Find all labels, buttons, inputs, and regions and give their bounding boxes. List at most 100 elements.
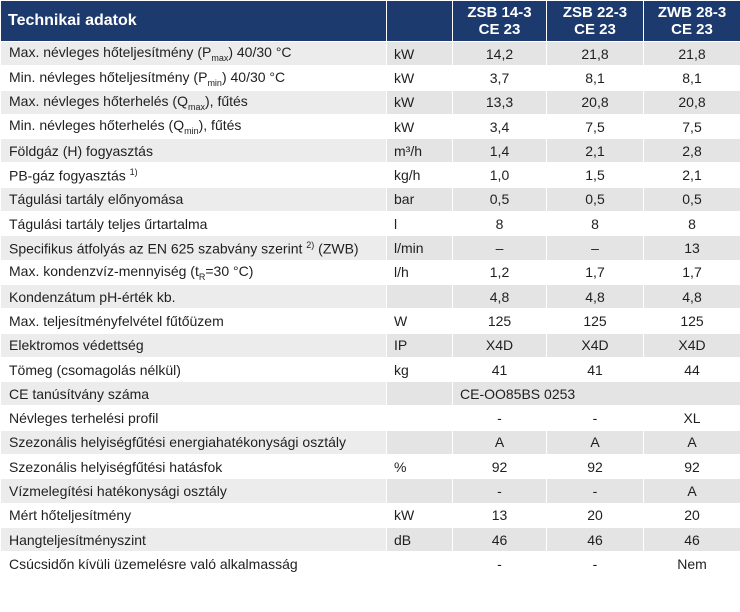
row-value: 8 <box>644 212 740 236</box>
row-value: 1,7 <box>547 260 643 284</box>
row-unit: W <box>387 309 452 333</box>
table-body: Max. névleges hőteljesítmény (Pmax) 40/3… <box>1 42 740 576</box>
row-label: Min. névleges hőteljesítmény (Pmin) 40/3… <box>1 66 386 90</box>
row-label: Mért hőteljesítmény <box>1 503 386 527</box>
row-value: 0,5 <box>547 187 643 212</box>
row-value: – <box>547 236 643 260</box>
row-label-text: Min. névleges hőterhelés (Q <box>9 117 185 134</box>
row-label: Csúcsidőn kívüli üzemelésre való alkalma… <box>1 552 386 576</box>
row-label: PB-gáz fogyasztás 1) <box>1 163 386 187</box>
table-row: Max. névleges hőteljesítmény (Pmax) 40/3… <box>1 42 740 66</box>
row-unit <box>387 479 452 503</box>
row-unit: IP <box>387 333 452 357</box>
table-row: Hangteljesítményszint dB 46 46 46 <box>1 527 740 552</box>
row-unit: l/h <box>387 260 452 284</box>
row-value: - <box>453 479 546 503</box>
row-label-text: PB-gáz fogyasztás <box>9 167 130 184</box>
row-value: 0,5 <box>453 187 546 212</box>
table-row: Min. névleges hőteljesítmény (Pmin) 40/3… <box>1 66 740 90</box>
row-label-subscript: min <box>207 77 222 88</box>
row-unit <box>387 430 452 455</box>
unit-header <box>387 1 452 41</box>
row-unit: bar <box>387 187 452 212</box>
row-label: Max. kondenzvíz-mennyiség (tR=30 °C) <box>1 260 386 284</box>
table-row: Kondenzátum pH-érték kb. 4,8 4,8 4,8 <box>1 284 740 309</box>
row-value: 20,8 <box>644 90 740 114</box>
row-value: X4D <box>453 333 546 357</box>
row-value: 92 <box>453 455 546 479</box>
table-row: Szezonális helyiségfűtési hatásfok% 92 92 9… <box>1 455 740 479</box>
table-row: Névleges terhelési profil - - XL <box>1 406 740 430</box>
row-label-suffix: ) 40/30 °C <box>228 44 292 61</box>
row-value: 92 <box>644 455 740 479</box>
table-row: Mért hőteljesítmény kW 13 20 20 <box>1 503 740 527</box>
row-value: 44 <box>644 357 740 382</box>
row-label-subscript: max <box>187 101 205 112</box>
model-name: ZWB 28-3 <box>657 4 727 21</box>
row-label: Vízmelegítési hatékonysági osztály <box>1 479 386 503</box>
row-label-subscript: min <box>184 125 199 136</box>
row-value: 1,5 <box>547 163 643 187</box>
row-label: Névleges terhelési profil <box>1 406 386 430</box>
model-code: CE 23 <box>574 21 616 38</box>
row-value: 92 <box>547 455 643 479</box>
table-row: Specifikus átfolyás az EN 625 szabvány s… <box>1 236 740 260</box>
row-label-text: Max. névleges hőterhelés (Q <box>9 92 188 109</box>
row-value: 3,7 <box>453 66 546 90</box>
row-label-text: Tágulási tartály előnyomása <box>9 191 184 208</box>
row-value: - <box>547 406 643 430</box>
row-value: 125 <box>453 309 546 333</box>
row-label-text: Hangteljesítményszint <box>9 531 146 548</box>
row-label-text: Szezonális helyiségfűtési hatásfok <box>9 458 223 475</box>
row-label-suffix: (ZWB) <box>314 240 359 257</box>
row-label-text: Specifikus átfolyás az EN 625 szabvány s… <box>9 240 307 257</box>
footnote-marker: 2) <box>306 239 315 250</box>
row-value: - <box>547 552 643 576</box>
row-value: 2,1 <box>644 163 740 187</box>
model-name: ZSB 14-3 <box>467 4 532 21</box>
row-value: 125 <box>644 309 740 333</box>
row-value: A <box>453 430 546 455</box>
model-code: CE 23 <box>671 21 713 38</box>
model-header-zwb-28: ZWB 28-3 CE 23 <box>644 1 740 41</box>
row-label-text: CE tanúsítvány száma <box>9 385 150 402</box>
row-label: Specifikus átfolyás az EN 625 szabvány s… <box>1 236 386 260</box>
model-name: ZSB 22-3 <box>562 4 628 21</box>
row-value: 1,0 <box>453 163 546 187</box>
row-label: Tömeg (csomagolás nélkül) <box>1 357 386 382</box>
row-label-text: Szezonális helyiségfűtési energiahatékon… <box>9 434 346 451</box>
row-value: 4,8 <box>644 284 740 309</box>
row-value: 2,1 <box>547 139 643 163</box>
row-label-text: Vízmelegítési hatékonysági osztály <box>9 482 227 499</box>
row-value: 1,2 <box>453 260 546 284</box>
row-value: 13,3 <box>453 90 546 114</box>
row-value: 20 <box>547 503 643 527</box>
row-value: 125 <box>547 309 643 333</box>
row-unit: m³/h <box>387 139 452 163</box>
row-value: 8 <box>547 212 643 236</box>
row-label: Max. névleges hőterhelés (Qmax), fűtés <box>1 90 386 114</box>
row-unit: kW <box>387 66 452 90</box>
row-label: CE tanúsítvány száma <box>1 382 386 406</box>
row-unit: kg <box>387 357 452 382</box>
row-label-text: Elektromos védettség <box>9 337 144 354</box>
table-row: Vízmelegítési hatékonysági osztály - - A <box>1 479 740 503</box>
row-label: Tágulási tartály előnyomása <box>1 187 386 212</box>
row-value: – <box>453 236 546 260</box>
row-value: A <box>644 479 740 503</box>
row-value: 8 <box>453 212 546 236</box>
row-value: 13 <box>644 236 740 260</box>
row-value: A <box>547 430 643 455</box>
row-value: 7,5 <box>547 114 643 139</box>
row-value-all-models: CE-OO85BS 0253 <box>453 382 740 406</box>
row-label-suffix: =30 °C) <box>205 262 254 279</box>
row-value: 21,8 <box>644 42 740 66</box>
row-value: 4,8 <box>547 284 643 309</box>
table-row: CE tanúsítvány száma CE-OO85BS 0253 <box>1 382 740 406</box>
row-label: Hangteljesítményszint <box>1 527 386 552</box>
row-unit <box>387 382 452 406</box>
row-unit: kW <box>387 503 452 527</box>
table-row: Tágulási tartály előnyomása bar 0,5 0,5 0,5 <box>1 187 740 212</box>
row-label: Szezonális helyiségfűtési energiahatékon… <box>1 430 386 455</box>
row-label-suffix: ) 40/30 °C <box>221 68 286 85</box>
